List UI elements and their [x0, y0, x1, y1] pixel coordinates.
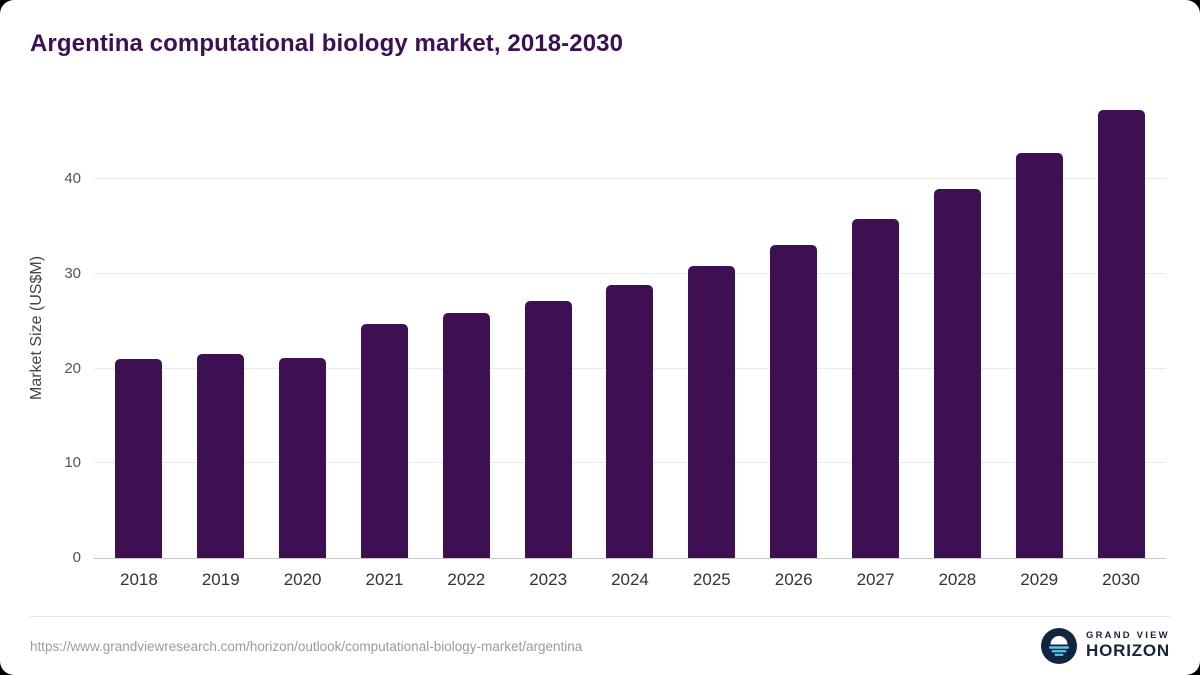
bar-column: [344, 98, 426, 558]
brand-line1: GRAND VIEW: [1086, 629, 1170, 641]
y-axis-title: Market Size (US$M): [28, 255, 45, 401]
bar-column: [262, 98, 344, 558]
bar-column: [835, 98, 917, 558]
bar-column: [998, 98, 1080, 558]
x-tick-label: 2029: [1020, 570, 1059, 589]
y-tick-label: 40: [64, 170, 81, 188]
bar-2022[interactable]: [442, 312, 490, 558]
x-tick-label: 2022: [447, 570, 486, 589]
x-tick-label: 2028: [938, 570, 977, 589]
x-tick-label: 2021: [365, 570, 404, 589]
bar-column: [507, 98, 589, 558]
y-tick-label: 0: [72, 549, 81, 566]
bar-column: [753, 98, 835, 558]
y-tick-label: 10: [64, 454, 81, 472]
bar-column: [425, 98, 507, 558]
gridline: [94, 178, 1166, 180]
x-tick-label: 2023: [529, 570, 568, 589]
bars: [94, 98, 1166, 558]
footer: https://www.grandviewresearch.com/horizo…: [30, 616, 1170, 675]
chart-title: Argentina computational biology market, …: [30, 30, 624, 57]
x-tick-label: 2020: [283, 570, 322, 589]
bar-column: [180, 98, 262, 558]
x-tick-label: 2018: [120, 570, 158, 589]
gridline: [94, 273, 1166, 275]
plot-column: 2018 2019 2020 2021 2022 2023 2024 2025 2026 2027…: [94, 98, 1166, 590]
bar-2025[interactable]: [688, 265, 736, 558]
brand-text: GRAND VIEW HORIZON: [1086, 629, 1170, 661]
bar-column: [671, 98, 753, 558]
source-url: https://www.grandviewresearch.com/horizo…: [30, 638, 583, 654]
brand-line2: HORIZON: [1086, 641, 1170, 661]
bar-2028[interactable]: [933, 188, 981, 558]
brand-logo: GRAND VIEW HORIZON: [1041, 628, 1170, 664]
bar-column: [589, 98, 671, 558]
x-axis-labels: 2018 2019 2020 2021 2022 2023 2024 2025 2026 2027…: [94, 570, 1166, 590]
x-tick-label: 2024: [611, 570, 649, 589]
x-tick-label: 2027: [856, 570, 895, 589]
x-tick-label: 2025: [692, 570, 731, 589]
plot-area: [94, 98, 1166, 559]
x-tick-label: 2030: [1102, 570, 1140, 589]
bar-2019[interactable]: [197, 353, 245, 558]
bar-2023[interactable]: [524, 300, 572, 558]
horizon-sun-icon: [1041, 628, 1078, 664]
bar-2024[interactable]: [606, 285, 654, 558]
y-tick-label: 20: [64, 359, 81, 377]
bar-2018[interactable]: [115, 359, 163, 558]
bar-2021[interactable]: [360, 324, 408, 558]
chart: Market Size (US$M) 0 10 20 30 40 2018 2019 202…: [24, 98, 1166, 590]
bar-2029[interactable]: [1015, 152, 1063, 558]
bar-2030[interactable]: [1097, 110, 1145, 558]
bar-2020[interactable]: [279, 358, 327, 558]
bar-column: [1080, 98, 1162, 558]
bar-2027[interactable]: [852, 219, 900, 558]
y-tick-label: 30: [64, 265, 81, 283]
x-tick-label: 2026: [774, 570, 813, 589]
x-tick-label: 2019: [201, 570, 240, 589]
bar-column: [98, 98, 180, 558]
y-axis-ticks: 0 10 20 30 40: [50, 98, 94, 566]
bar-2026[interactable]: [770, 244, 818, 558]
bar-column: [916, 98, 998, 558]
